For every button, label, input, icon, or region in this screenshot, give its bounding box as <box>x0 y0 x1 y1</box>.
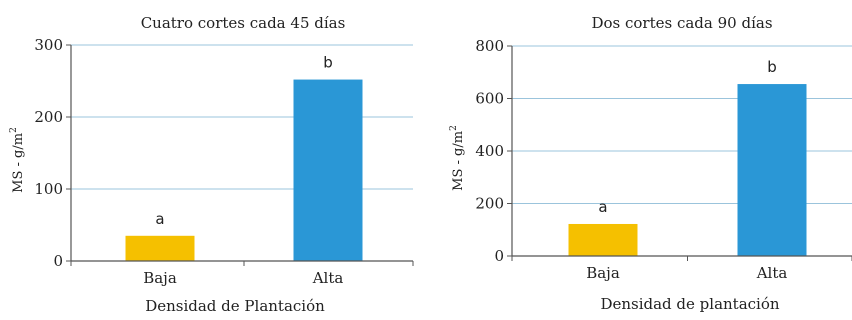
y-axis-title: MS - g/m2 <box>449 125 466 191</box>
y-tick-label: 300 <box>34 36 63 54</box>
bar-baja <box>125 235 195 261</box>
plot-area: a Baja b Alta 0 100 200 300 <box>34 36 414 287</box>
bar-alta <box>737 84 807 256</box>
significance-label: a <box>598 198 607 216</box>
y-tick-label: 400 <box>475 142 504 160</box>
svg-text:MS - g/m2: MS - g/m2 <box>449 125 466 191</box>
chart-title: Cuatro cortes cada 45 días <box>141 14 346 32</box>
y-axis-title-text: MS - g/m <box>11 133 26 193</box>
y-tick-label: 100 <box>34 180 63 198</box>
significance-label: b <box>767 58 777 76</box>
x-axis-title: Densidad de Plantación <box>145 297 325 315</box>
x-axis-title: Densidad de plantación <box>600 295 779 313</box>
bar-baja <box>568 223 638 256</box>
y-axis-title-superscript: 2 <box>449 125 459 131</box>
chart-cuatro-cortes: Cuatro cortes cada 45 días MS - g/m2 a Ba… <box>9 14 414 315</box>
y-tick-label: 200 <box>475 195 504 213</box>
bar-alta <box>293 79 363 261</box>
x-tick-label: Alta <box>756 264 788 282</box>
y-axis-title: MS - g/m2 <box>9 127 26 193</box>
chart-title: Dos cortes cada 90 días <box>591 14 772 32</box>
x-tick-label: Alta <box>312 269 344 287</box>
y-axis-title-superscript: 2 <box>9 127 19 133</box>
significance-label: a <box>155 210 164 228</box>
y-tick-label: 800 <box>475 37 504 55</box>
significance-label: b <box>323 54 333 72</box>
x-tick-label: Baja <box>586 264 620 282</box>
y-tick-label: 0 <box>494 247 504 265</box>
chart-dos-cortes: Dos cortes cada 90 días MS - g/m2 a Baja b… <box>449 14 852 313</box>
x-tick-label: Baja <box>143 269 177 287</box>
y-axis-title-text: MS - g/m <box>451 131 466 191</box>
svg-text:MS - g/m2: MS - g/m2 <box>9 127 26 193</box>
y-tick-label: 200 <box>34 108 63 126</box>
plot-area: a Baja b Alta 0 200 400 600 800 <box>475 37 852 282</box>
y-tick-label: 600 <box>475 90 504 108</box>
y-tick-label: 0 <box>53 252 63 270</box>
